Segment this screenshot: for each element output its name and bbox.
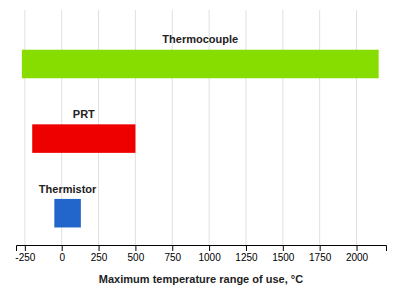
chart: Thermocouple PRT Thermistor -250 0 250 500 750 1… <box>0 0 400 293</box>
bar <box>32 124 135 153</box>
tick-label: -250 <box>15 252 35 263</box>
bar-label: Thermistor <box>39 183 97 195</box>
bar-label: Thermocouple <box>162 33 238 45</box>
grid-line <box>356 10 357 245</box>
tick-mark <box>135 245 136 251</box>
grid-line <box>24 10 25 245</box>
grid-line <box>245 10 246 245</box>
tick: 500 <box>128 245 145 263</box>
x-axis: -250 0 250 500 750 1000 1250 1500 1750 2000 <box>15 245 386 263</box>
tick: 1250 <box>235 245 258 263</box>
tick-label: 750 <box>164 252 181 263</box>
grid-line <box>282 10 283 245</box>
x-axis-title: Maximum temperature range of use, °C <box>99 273 303 285</box>
tick: 750 <box>164 245 181 263</box>
bar <box>54 199 81 228</box>
tick: 250 <box>91 245 108 263</box>
tick-label: 0 <box>59 252 65 263</box>
tick-label: 1000 <box>198 252 221 263</box>
tick: 1750 <box>309 245 332 263</box>
tick: 2000 <box>346 245 369 263</box>
tick-mark <box>357 245 358 251</box>
tick-label: 1750 <box>309 252 332 263</box>
tick-label: 1500 <box>272 252 295 263</box>
bars <box>22 50 379 228</box>
plot: Thermocouple PRT Thermistor -250 0 250 500 750 1… <box>15 10 386 263</box>
bar-label: PRT <box>73 108 95 120</box>
tick-label: 250 <box>91 252 108 263</box>
tick-mark <box>25 245 26 251</box>
tick-label: 500 <box>128 252 145 263</box>
bar <box>22 50 379 79</box>
tick: -250 <box>15 245 35 263</box>
tick-label: 2000 <box>346 252 369 263</box>
tick-mark <box>209 245 210 251</box>
tick-label: 1250 <box>235 252 258 263</box>
tick: 0 <box>59 245 65 263</box>
tick-mark <box>99 245 100 251</box>
grid <box>25 10 357 245</box>
tick-mark <box>172 245 173 251</box>
axis-line <box>17 246 387 252</box>
tick-mark <box>283 245 284 251</box>
tick-mark <box>62 245 63 251</box>
tick: 1500 <box>272 245 295 263</box>
tick-mark <box>246 245 247 251</box>
tick: 1000 <box>198 245 221 263</box>
grid-line <box>319 10 320 245</box>
tick-mark <box>320 245 321 251</box>
bar-labels: Thermocouple PRT Thermistor <box>39 33 238 194</box>
